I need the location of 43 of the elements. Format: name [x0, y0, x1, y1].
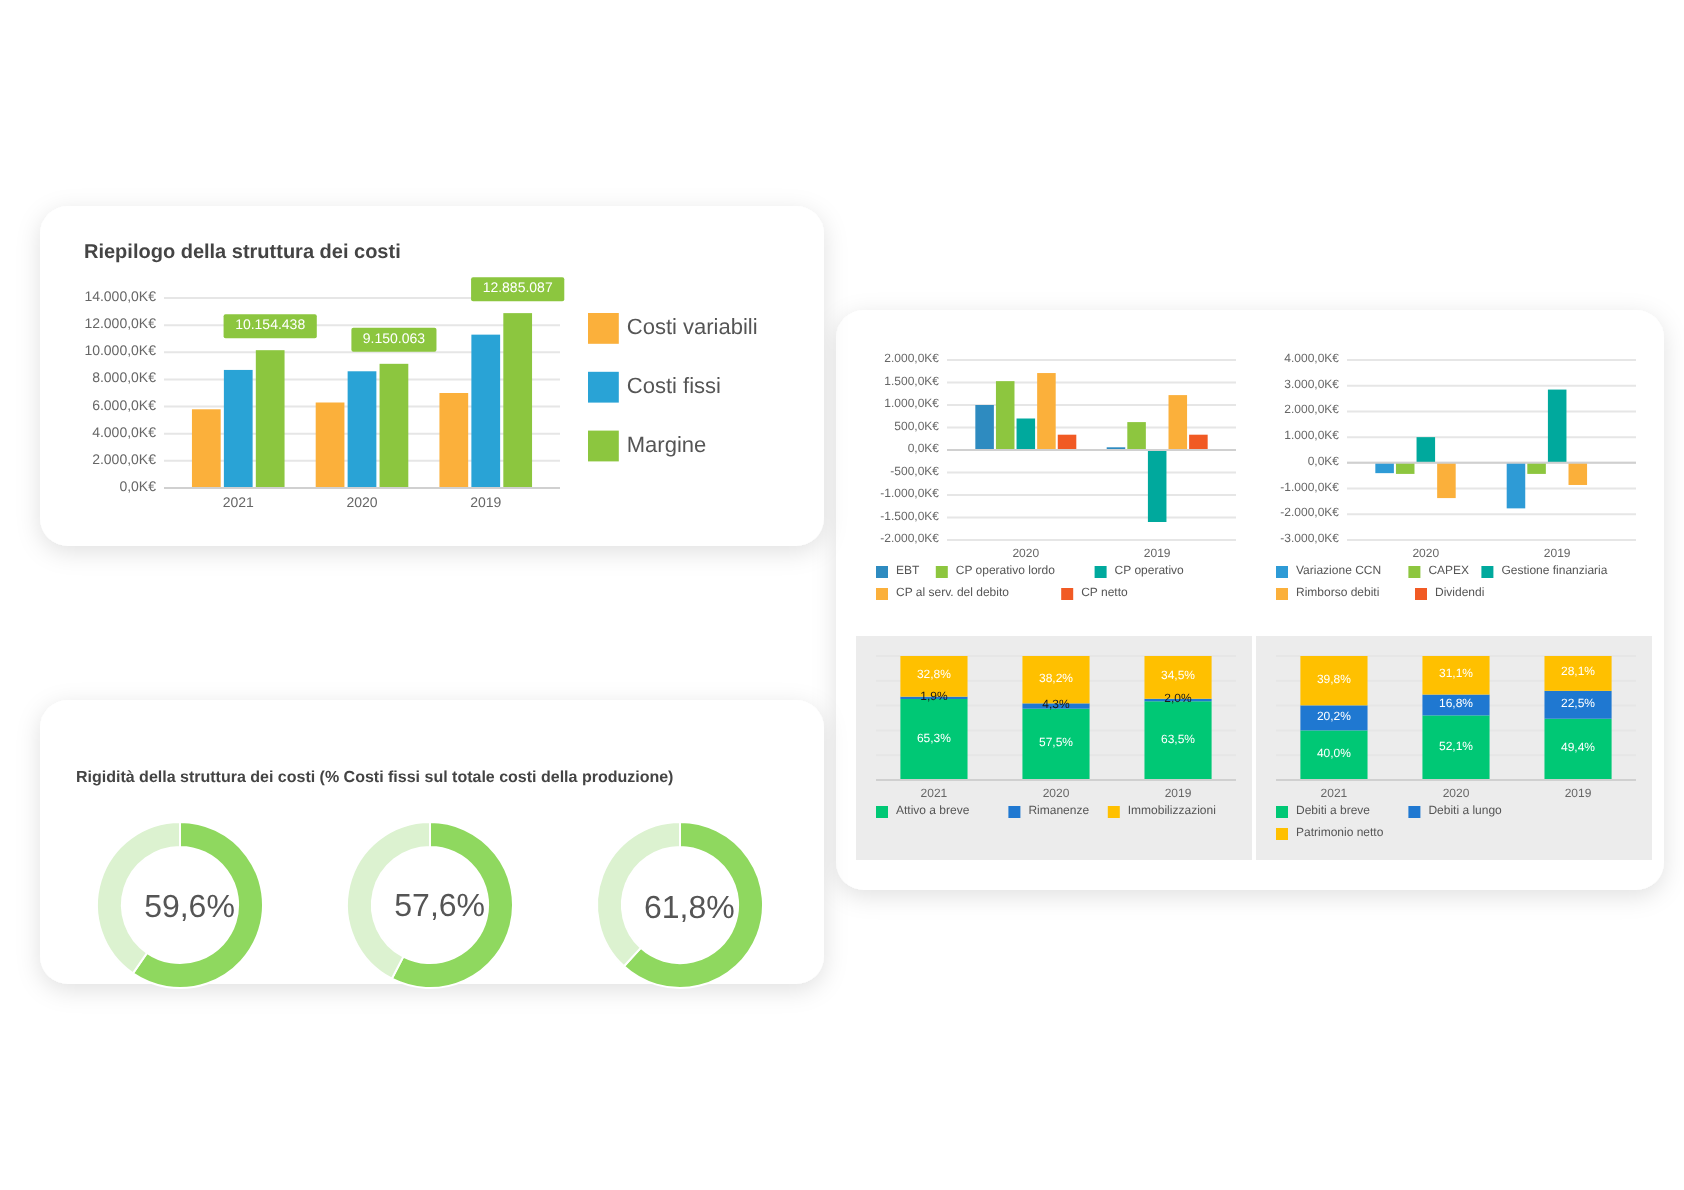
bar [1544, 690, 1612, 719]
legend-label: Costi variabili [626, 316, 758, 341]
bar [1547, 389, 1567, 463]
bar [1189, 434, 1208, 450]
bar [1416, 437, 1436, 463]
bar [223, 369, 253, 488]
bar [1037, 373, 1056, 450]
bar [1544, 718, 1612, 780]
bar [471, 334, 501, 488]
legend-label: Margine [626, 434, 707, 458]
bar [379, 363, 409, 488]
bar [255, 350, 285, 488]
bar [1544, 656, 1612, 691]
bar [1437, 462, 1456, 499]
bar [1300, 656, 1368, 706]
bar [1300, 705, 1368, 731]
bar [1016, 418, 1036, 450]
bar [191, 409, 221, 488]
bar [1300, 730, 1368, 780]
chart-title: Riepilogo della struttura dei costi [84, 242, 402, 264]
text: Rigidità della struttura dei costi (% Costi fissi sul totale costi della produzione) [76, 768, 675, 786]
bar [1144, 701, 1212, 780]
bar [503, 313, 533, 488]
data-label: 57,6% [394, 890, 486, 925]
bar [1375, 462, 1394, 474]
data-label: 61,8% [643, 891, 735, 926]
bar [1506, 462, 1526, 509]
bar [995, 381, 1015, 450]
bar [1168, 395, 1188, 450]
bar [1422, 715, 1490, 780]
bar [1527, 462, 1546, 474]
bar [975, 405, 994, 450]
bar [1022, 708, 1090, 780]
bar [439, 393, 469, 488]
bar [347, 371, 377, 488]
bar [315, 402, 345, 488]
bar [1147, 450, 1167, 522]
bar [1422, 656, 1490, 695]
bar [1127, 422, 1146, 450]
legend-label: Costi fissi [626, 375, 721, 400]
bar [900, 699, 968, 780]
bar [1568, 462, 1588, 485]
data-label: 59,6% [144, 890, 235, 925]
